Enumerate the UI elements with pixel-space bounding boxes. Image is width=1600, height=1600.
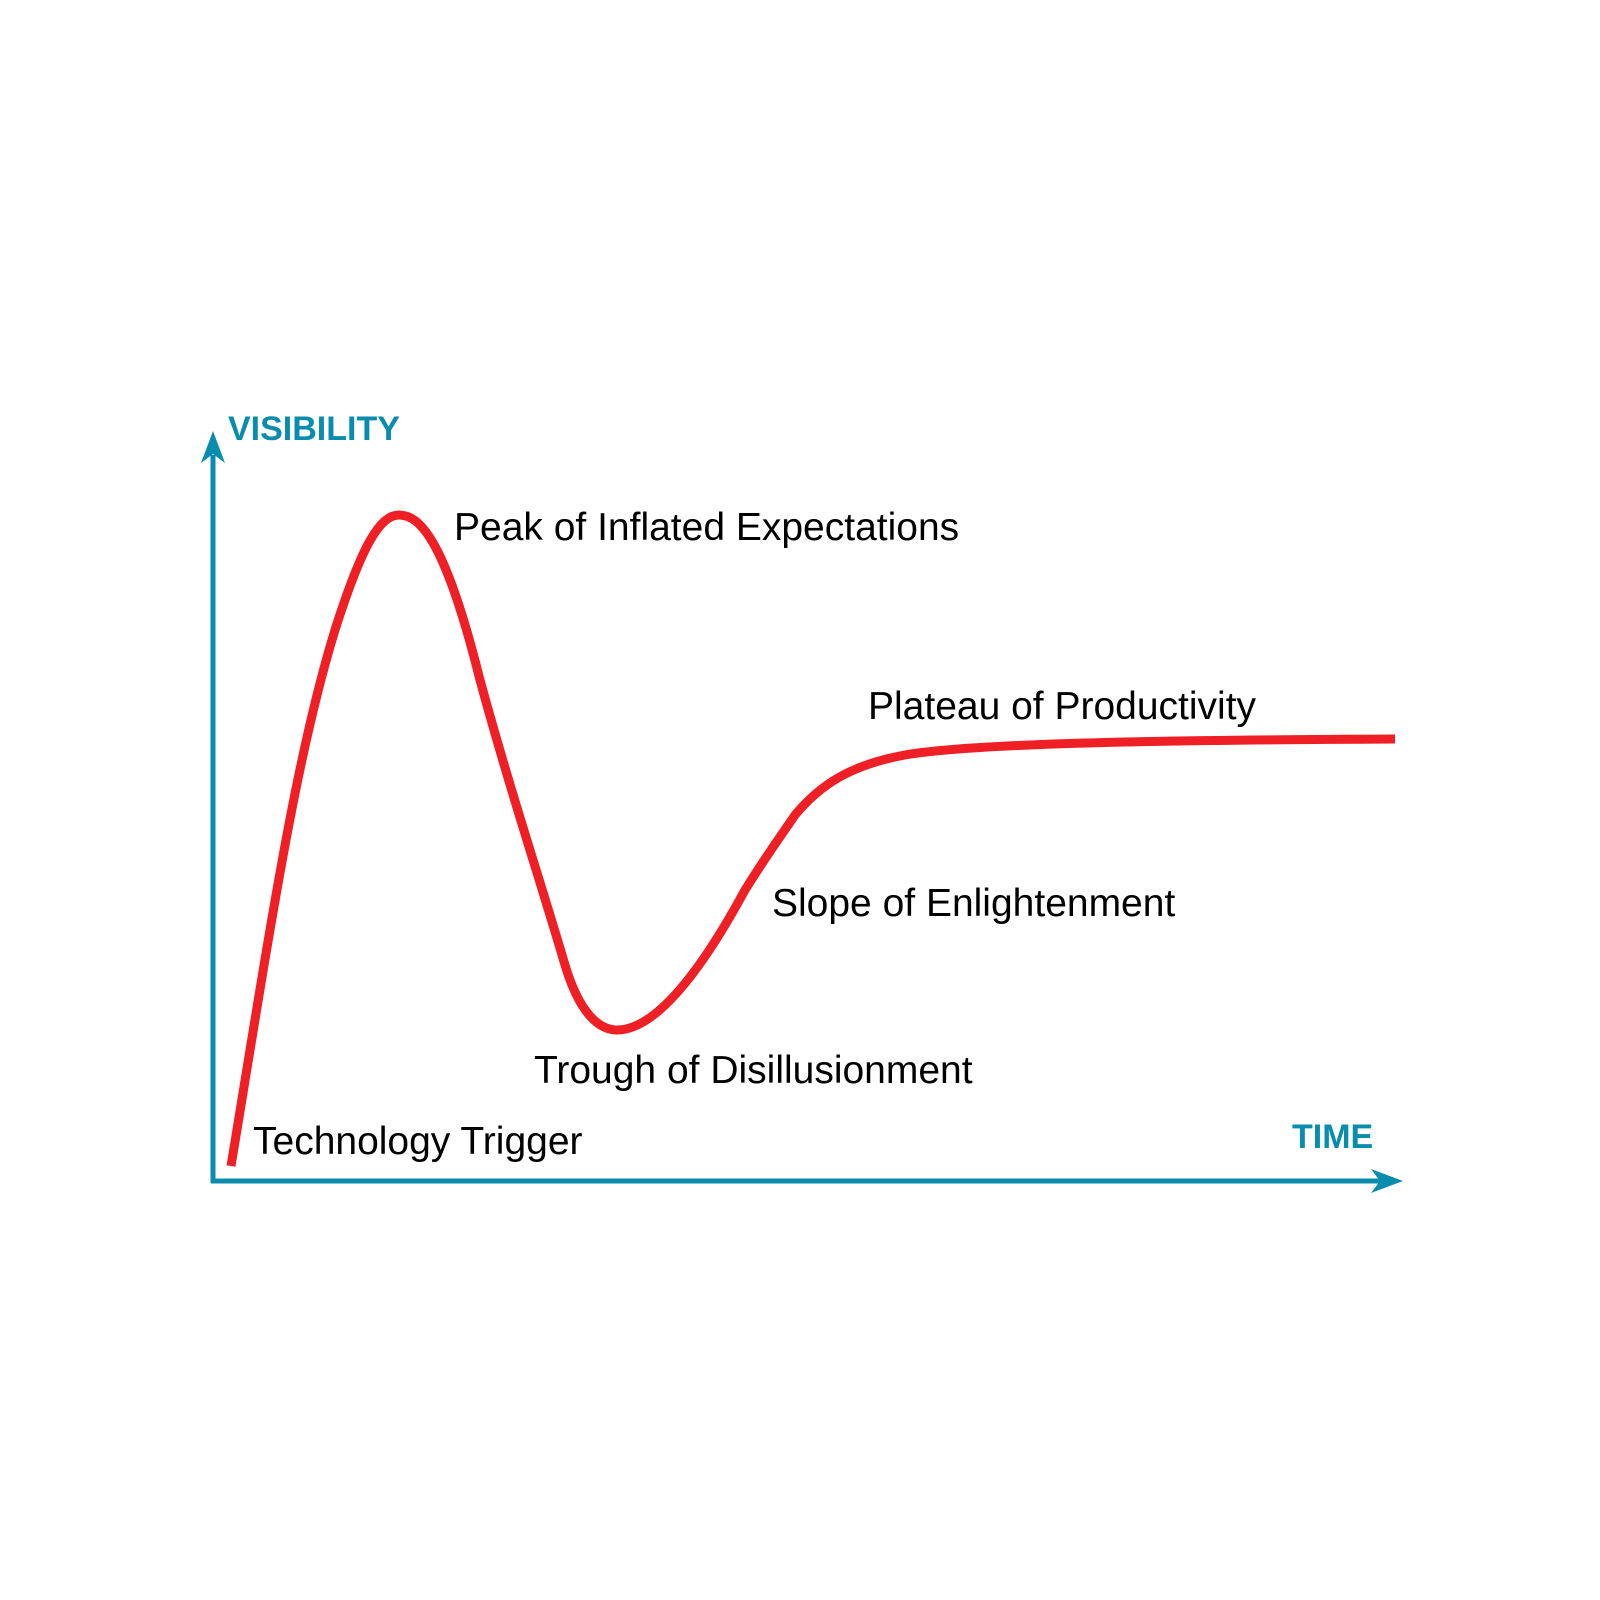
phase-label-technology-trigger: Technology Trigger xyxy=(253,1120,583,1163)
phase-label-peak-of-inflated-expectations: Peak of Inflated Expectations xyxy=(454,506,959,549)
y-axis xyxy=(201,431,225,1183)
x-axis-title: TIME xyxy=(1292,1118,1373,1156)
x-axis xyxy=(211,1169,1403,1193)
y-axis-title: VISIBILITY xyxy=(228,410,400,448)
x-axis-arrow-icon xyxy=(1371,1169,1403,1193)
phase-label-plateau-of-productivity: Plateau of Productivity xyxy=(868,685,1257,728)
y-axis-arrow-icon xyxy=(201,431,225,463)
phase-label-slope-of-enlightenment: Slope of Enlightenment xyxy=(772,882,1175,925)
phase-label-trough-of-disillusionment: Trough of Disillusionment xyxy=(534,1049,973,1092)
hype-curve xyxy=(226,510,1396,1167)
